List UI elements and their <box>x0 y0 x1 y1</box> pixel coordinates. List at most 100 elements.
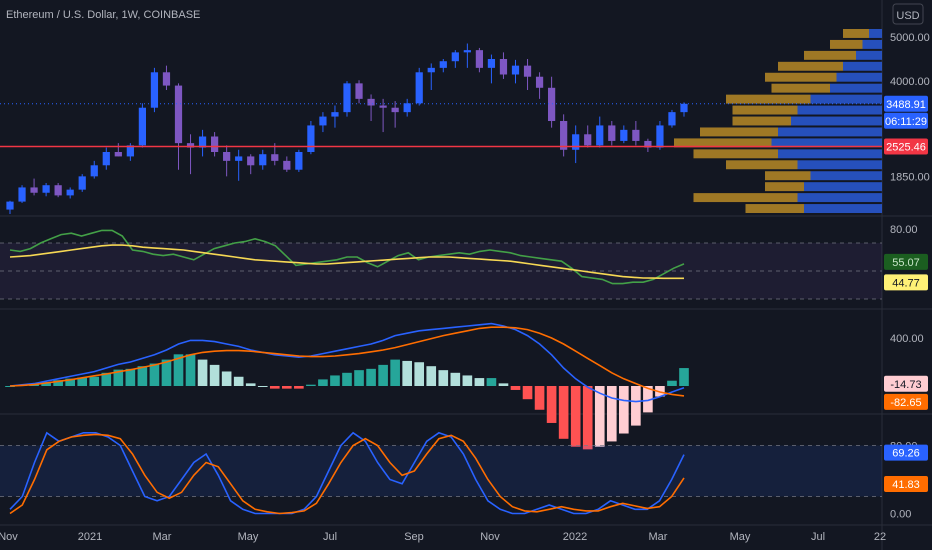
volume-profile-down-bar <box>778 61 843 71</box>
volume-profile-down-bar <box>765 171 811 181</box>
candle-body <box>427 67 435 73</box>
volume-profile-down-bar <box>732 116 791 126</box>
time-tick-label: 2022 <box>563 531 587 543</box>
last-price-badge: 3488.91 <box>886 99 926 111</box>
volume-profile-up-bar <box>862 39 882 49</box>
candle-body <box>319 116 327 126</box>
macd-badge-bg <box>884 375 928 392</box>
time-tick-label: Nov <box>0 531 18 543</box>
candle-body <box>42 185 50 193</box>
candle-body <box>439 61 447 68</box>
candle-body <box>572 134 580 150</box>
candle-body <box>560 121 568 150</box>
currency-label: USD <box>896 10 919 22</box>
candle-body <box>271 154 279 161</box>
macd-histogram-bar <box>77 377 88 386</box>
candle-body <box>367 98 375 106</box>
volume-profile-up-bar <box>804 182 882 192</box>
volume-profile-up-bar <box>791 116 882 126</box>
candle-body <box>126 145 134 157</box>
candle-body <box>535 76 544 88</box>
rsi-pane[interactable] <box>0 229 882 300</box>
macd-histogram-bar <box>619 386 629 434</box>
stoch-pane[interactable] <box>0 431 882 515</box>
candle-body <box>186 143 195 148</box>
macd-histogram-bar <box>245 383 256 386</box>
volume-profile-down-bar <box>830 39 863 49</box>
series-line-primary <box>9 431 685 515</box>
price-tick-label: 4000.00 <box>890 76 930 88</box>
time-tick-label: May <box>730 531 751 543</box>
macd-histogram-bar <box>197 359 208 386</box>
price-axis[interactable]: 5000.004000.001850.0080.00400.0080.000.0… <box>884 32 930 521</box>
volume-profile-down-bar <box>700 127 778 137</box>
macd-histogram-bar <box>390 359 400 386</box>
candle-body <box>210 136 219 152</box>
candle-body <box>487 59 496 68</box>
volume-profile-up-bar <box>843 61 882 71</box>
indicator-tick-label: 80.00 <box>890 224 918 236</box>
stoch-k-badge-bg <box>884 444 928 461</box>
candle-body <box>90 165 98 177</box>
candle-body <box>162 72 171 86</box>
volume-profile-up-bar <box>810 94 882 104</box>
macd-histogram-bar <box>510 386 521 390</box>
volume-profile-up-bar <box>869 29 882 38</box>
candle-body <box>584 134 592 146</box>
stoch-d-badge: 41.83 <box>892 479 920 491</box>
volume-profile-down-bar <box>732 105 798 115</box>
last-price-badge-bg <box>884 95 928 112</box>
time-tick-label: Nov <box>480 531 500 543</box>
candle-body <box>295 152 303 170</box>
macd-histogram-bar <box>257 386 268 387</box>
macd-histogram-bar <box>438 370 449 386</box>
indicator-tick-label: 0.00 <box>890 509 911 521</box>
macd-badge: -14.73 <box>890 379 921 391</box>
indicator-tick-label: 400.00 <box>890 333 924 345</box>
volume-profile-down-bar <box>726 160 798 170</box>
candle-body <box>355 83 363 99</box>
volume-profile-up-bar <box>771 138 882 148</box>
candle-body <box>138 107 147 146</box>
time-tick-label: May <box>238 531 259 543</box>
macd-histogram-bar <box>631 386 641 426</box>
macd-pane[interactable] <box>5 322 689 450</box>
volume-profile-up-bar <box>856 50 882 60</box>
macd-histogram-bar <box>149 363 160 386</box>
signal-badge-bg <box>884 393 928 410</box>
candle-body <box>475 50 484 68</box>
macd-histogram-bar <box>594 386 605 447</box>
time-tick-label: 22 <box>874 531 886 543</box>
macd-histogram-bar <box>173 354 184 386</box>
currency-button[interactable]: USD <box>892 3 924 25</box>
candle-body <box>463 50 471 53</box>
time-axis[interactable]: Nov 2021 Mar May Jul Sep Nov 2022 Mar May Jul 22 <box>0 531 886 543</box>
volume-profile-up-bar <box>797 105 882 115</box>
rsi-ma-badge: 44.77 <box>892 277 920 289</box>
volume-profile <box>674 29 882 213</box>
macd-histogram-bar <box>41 382 51 386</box>
candle-body <box>511 65 520 75</box>
macd-histogram-bar <box>354 370 364 386</box>
candles-series <box>6 43 688 214</box>
candle-body <box>235 156 243 161</box>
volume-profile-down-bar <box>693 149 778 159</box>
macd-histogram-bar <box>113 369 124 386</box>
time-tick-label: Mar <box>153 531 172 543</box>
macd-histogram-bar <box>89 376 100 386</box>
time-tick-label: Jul <box>323 531 337 543</box>
time-tick-label: Jul <box>811 531 825 543</box>
macd-histogram-bar <box>53 380 63 386</box>
series-line-primary <box>9 322 685 403</box>
candle-body <box>547 87 556 121</box>
candle-body <box>150 72 159 108</box>
candle-body <box>415 72 423 104</box>
macd-histogram-bar <box>282 386 292 389</box>
rsi-badge-bg <box>884 253 928 270</box>
macd-histogram-bar <box>558 386 569 439</box>
price-pane[interactable] <box>0 29 882 214</box>
macd-histogram-bar <box>65 378 75 386</box>
candle-body <box>6 201 14 210</box>
candle-body <box>596 125 604 146</box>
candle-body <box>668 112 676 126</box>
